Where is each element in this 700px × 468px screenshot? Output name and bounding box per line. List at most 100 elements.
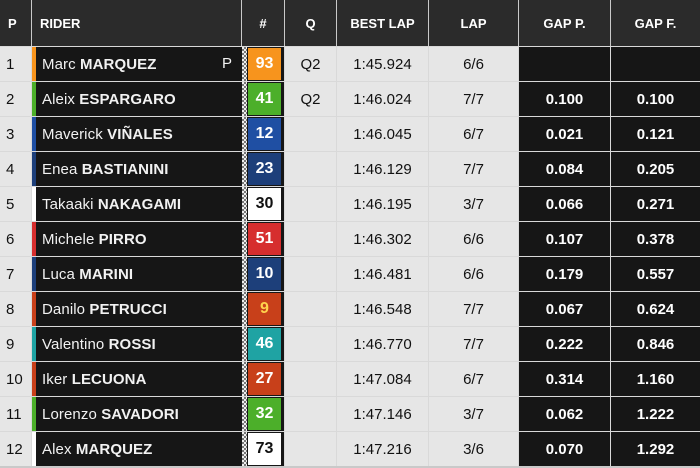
gap-prev-cell: 0.222 bbox=[519, 326, 611, 361]
team-color-bar bbox=[32, 152, 36, 186]
rider-last-name: ESPARGARO bbox=[79, 90, 176, 108]
rider-number-cell: 32 bbox=[242, 396, 285, 431]
rider-cell: Takaaki NAKAGAMI bbox=[32, 186, 242, 221]
gap-first-cell: 0.121 bbox=[611, 116, 700, 151]
position-cell: 1 bbox=[0, 46, 32, 81]
position-cell: 4 bbox=[0, 151, 32, 186]
position-cell: 9 bbox=[0, 326, 32, 361]
rider-number-cell: 12 bbox=[242, 116, 285, 151]
rider-first-name: Danilo bbox=[42, 300, 86, 318]
gap-prev-cell: 0.107 bbox=[519, 221, 611, 256]
lap-cell: 7/7 bbox=[429, 291, 519, 326]
best-lap-cell: 1:45.924 bbox=[337, 46, 429, 81]
checkered-flag-icon bbox=[242, 187, 247, 221]
qualifying-cell: Q2 bbox=[285, 46, 337, 81]
gap-first-cell: 1.160 bbox=[611, 361, 700, 396]
lap-cell: 6/6 bbox=[429, 256, 519, 291]
qualifying-cell bbox=[285, 151, 337, 186]
rider-name: Maverick VIÑALES bbox=[32, 126, 173, 143]
position-cell: 6 bbox=[0, 221, 32, 256]
gap-prev-cell: 0.314 bbox=[519, 361, 611, 396]
rider-first-name: Takaaki bbox=[42, 195, 94, 213]
rider-number-cell: 51 bbox=[242, 221, 285, 256]
rider-last-name: NAKAGAMI bbox=[97, 195, 182, 213]
best-lap-cell: 1:46.770 bbox=[337, 326, 429, 361]
team-color-bar bbox=[32, 397, 36, 431]
rider-first-name: Luca bbox=[42, 265, 75, 283]
table-row[interactable]: 2 Aleix ESPARGARO 41 Q2 1:46.024 7/7 0.1… bbox=[0, 81, 700, 116]
table-row[interactable]: 9 Valentino ROSSI 46 1:46.770 7/7 0.222 … bbox=[0, 326, 700, 361]
best-lap-cell: 1:47.146 bbox=[337, 396, 429, 431]
table-row[interactable]: 5 Takaaki NAKAGAMI 30 1:46.195 3/7 0.066… bbox=[0, 186, 700, 221]
rider-first-name: Aleix bbox=[42, 90, 76, 108]
gap-first-cell: 0.205 bbox=[611, 151, 700, 186]
header-gap-first: GAP F. bbox=[611, 0, 700, 46]
table-row[interactable]: 1 Marc MARQUEZ P 93 Q2 1:45.924 6/6 bbox=[0, 46, 700, 81]
position-cell: 3 bbox=[0, 116, 32, 151]
rider-number-badge: 10 bbox=[248, 258, 281, 290]
qualifying-cell bbox=[285, 396, 337, 431]
gap-prev-cell: 0.066 bbox=[519, 186, 611, 221]
position-cell: 12 bbox=[0, 431, 32, 466]
rider-name: Michele PIRRO bbox=[32, 231, 147, 248]
rider-number-badge: 32 bbox=[248, 398, 281, 430]
table-row[interactable]: 12 Alex MARQUEZ 73 1:47.216 3/6 0.070 1.… bbox=[0, 431, 700, 466]
rider-name: Luca MARINI bbox=[32, 266, 133, 283]
table-row[interactable]: 7 Luca MARINI 10 1:46.481 6/6 0.179 0.55… bbox=[0, 256, 700, 291]
position-cell: 2 bbox=[0, 81, 32, 116]
team-color-bar bbox=[32, 327, 36, 361]
position-cell: 10 bbox=[0, 361, 32, 396]
table-row[interactable]: 11 Lorenzo SAVADORI 32 1:47.146 3/7 0.06… bbox=[0, 396, 700, 431]
team-color-bar bbox=[32, 432, 36, 466]
rider-last-name: MARQUEZ bbox=[75, 440, 153, 458]
rider-cell: Luca MARINI bbox=[32, 256, 242, 291]
rider-number-badge: 51 bbox=[248, 223, 281, 255]
rider-cell: Valentino ROSSI bbox=[32, 326, 242, 361]
best-lap-cell: 1:46.548 bbox=[337, 291, 429, 326]
checkered-flag-icon bbox=[242, 47, 247, 81]
qualifying-cell bbox=[285, 291, 337, 326]
rider-number-badge: 93 bbox=[248, 48, 281, 80]
rider-cell: Iker LECUONA bbox=[32, 361, 242, 396]
rider-number-badge: 46 bbox=[248, 328, 281, 360]
header-q: Q bbox=[285, 0, 337, 46]
checkered-flag-icon bbox=[242, 327, 247, 361]
best-lap-cell: 1:47.084 bbox=[337, 361, 429, 396]
table-row[interactable]: 10 Iker LECUONA 27 1:47.084 6/7 0.314 1.… bbox=[0, 361, 700, 396]
header-row: P RIDER # Q BEST LAP LAP GAP P. GAP F. bbox=[0, 0, 700, 46]
rider-cell: Marc MARQUEZ P bbox=[32, 46, 242, 81]
rider-last-name: PIRRO bbox=[98, 230, 147, 248]
header-number: # bbox=[242, 0, 285, 46]
rider-number-badge: 30 bbox=[248, 188, 281, 220]
rider-last-name: MARQUEZ bbox=[80, 55, 157, 73]
rider-number-badge: 41 bbox=[248, 83, 281, 115]
table-row[interactable]: 3 Maverick VIÑALES 12 1:46.045 6/7 0.021… bbox=[0, 116, 700, 151]
team-color-bar bbox=[32, 82, 36, 116]
rider-number-cell: 93 bbox=[242, 46, 285, 81]
rider-number-badge: 9 bbox=[248, 293, 281, 325]
table-row[interactable]: 6 Michele PIRRO 51 1:46.302 6/6 0.107 0.… bbox=[0, 221, 700, 256]
rider-cell: Lorenzo SAVADORI bbox=[32, 396, 242, 431]
table-row[interactable]: 8 Danilo PETRUCCI 9 1:46.548 7/7 0.067 0… bbox=[0, 291, 700, 326]
team-color-bar bbox=[32, 292, 36, 326]
team-color-bar bbox=[32, 257, 36, 291]
lap-cell: 7/7 bbox=[429, 81, 519, 116]
rider-name: Alex MARQUEZ bbox=[32, 441, 152, 458]
rider-first-name: Marc bbox=[42, 55, 76, 73]
rider-last-name: PETRUCCI bbox=[89, 300, 167, 318]
rider-name: Lorenzo SAVADORI bbox=[32, 406, 179, 423]
rider-number-cell: 10 bbox=[242, 256, 285, 291]
rider-last-name: SAVADORI bbox=[101, 405, 179, 423]
qualifying-cell bbox=[285, 116, 337, 151]
header-lap: LAP bbox=[429, 0, 519, 46]
checkered-flag-icon bbox=[242, 432, 247, 466]
qualifying-cell bbox=[285, 256, 337, 291]
rider-first-name: Valentino bbox=[42, 335, 105, 353]
pole-marker: P bbox=[221, 55, 232, 72]
best-lap-cell: 1:47.216 bbox=[337, 431, 429, 466]
qualifying-cell bbox=[285, 431, 337, 466]
rider-name: Enea BASTIANINI bbox=[32, 161, 169, 178]
rider-last-name: MARINI bbox=[79, 265, 134, 283]
rider-name: Marc MARQUEZ bbox=[32, 56, 157, 73]
table-row[interactable]: 4 Enea BASTIANINI 23 1:46.129 7/7 0.084 … bbox=[0, 151, 700, 186]
